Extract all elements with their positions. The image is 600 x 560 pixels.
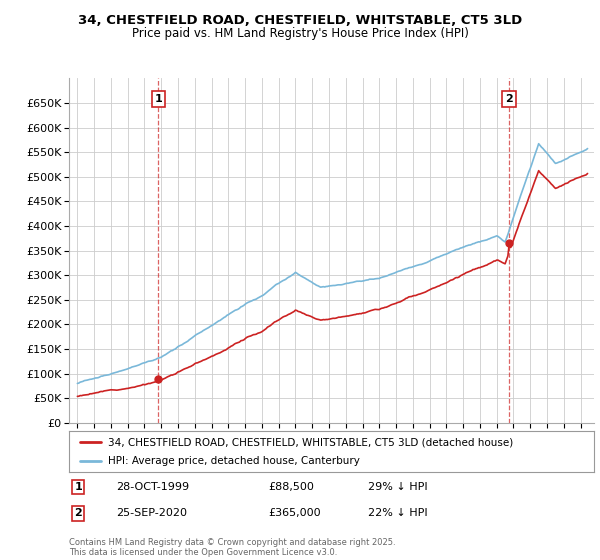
Text: 29% ↓ HPI: 29% ↓ HPI <box>368 482 428 492</box>
Text: 25-SEP-2020: 25-SEP-2020 <box>116 508 187 519</box>
Text: HPI: Average price, detached house, Canterbury: HPI: Average price, detached house, Cant… <box>109 456 360 466</box>
Text: 2: 2 <box>74 508 82 519</box>
Text: 22% ↓ HPI: 22% ↓ HPI <box>368 508 428 519</box>
Text: 28-OCT-1999: 28-OCT-1999 <box>116 482 190 492</box>
Text: Price paid vs. HM Land Registry's House Price Index (HPI): Price paid vs. HM Land Registry's House … <box>131 27 469 40</box>
Text: 1: 1 <box>74 482 82 492</box>
Text: 2: 2 <box>505 94 513 104</box>
Text: 34, CHESTFIELD ROAD, CHESTFIELD, WHITSTABLE, CT5 3LD (detached house): 34, CHESTFIELD ROAD, CHESTFIELD, WHITSTA… <box>109 437 514 447</box>
Text: 1: 1 <box>155 94 162 104</box>
Text: Contains HM Land Registry data © Crown copyright and database right 2025.
This d: Contains HM Land Registry data © Crown c… <box>69 538 395 557</box>
Text: 34, CHESTFIELD ROAD, CHESTFIELD, WHITSTABLE, CT5 3LD: 34, CHESTFIELD ROAD, CHESTFIELD, WHITSTA… <box>78 14 522 27</box>
Text: £365,000: £365,000 <box>269 508 321 519</box>
Text: £88,500: £88,500 <box>269 482 314 492</box>
